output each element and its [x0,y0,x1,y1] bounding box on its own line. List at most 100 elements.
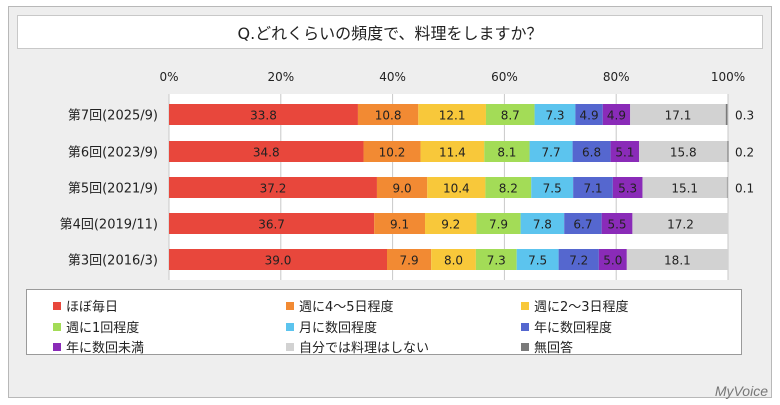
data-label: 9.1 [390,218,409,232]
bar-segment [484,141,530,162]
x-tick-label: 60% [491,70,518,84]
legend-label: ほぼ毎日 [66,300,119,315]
bar-segment [598,249,627,270]
legend-label: 無回答 [534,341,574,356]
bar-segment [485,177,532,198]
legend-label: 週に1回程度 [66,321,140,336]
data-label: 7.5 [543,182,562,196]
bar-segment [610,141,640,162]
bar-segment [626,249,728,270]
x-tick-label: 0% [159,70,178,84]
bar-segment [357,104,419,125]
legend-label: 年に数回程度 [534,321,613,336]
data-label: 6.7 [573,218,592,232]
data-label: 10.4 [443,182,470,196]
legend-label: 週に2～3日程度 [534,300,629,315]
bar-segment [374,213,426,234]
legend-label: 月に数回程度 [299,321,378,336]
bar-segment [476,213,521,234]
data-label: 15.8 [670,146,697,160]
data-label: 7.9 [400,254,419,268]
data-label: 34.8 [253,146,280,160]
data-label: 7.5 [528,254,547,268]
data-label: 8.7 [501,109,520,123]
bar-segment [376,177,428,198]
bar-segment [572,141,611,162]
legend-item: 週に2～3日程度 [521,296,629,315]
legend-swatch [521,342,529,351]
data-label: 6.8 [582,146,601,160]
legend-item: 自分では料理はしない [286,337,429,356]
legend-swatch [286,322,294,331]
data-label: 5.0 [603,254,622,268]
data-label: 7.3 [545,109,564,123]
bar-segment [558,249,599,270]
data-label: 10.2 [379,146,406,160]
legend-swatch [286,342,294,351]
legend-swatch [53,322,61,331]
x-tick-label: 20% [267,70,294,84]
category-label: 第7回(2025/9) [68,109,158,124]
bar-segment [725,104,728,125]
data-label: 7.9 [489,218,508,232]
data-label: 7.8 [533,218,552,232]
bar-segment [639,141,728,162]
data-label: 9.0 [393,182,412,196]
data-label: 0.2 [735,146,754,160]
bar-segment [169,104,358,125]
legend-label: 年に数回未満 [66,341,145,356]
bar-segment [575,104,603,125]
bar-segment [169,177,377,198]
bar-segment [485,104,535,125]
bar-segment [630,104,726,125]
bar-segment [727,141,729,162]
data-label: 33.8 [250,109,277,123]
data-label: 11.4 [439,146,466,160]
bar-segment [475,249,517,270]
bar-segment [601,213,633,234]
bar-segment [564,213,602,234]
category-label: 第4回(2019/11) [60,218,158,233]
data-label: 18.1 [664,254,691,268]
data-label: 7.1 [583,182,602,196]
data-label: 17.1 [665,109,692,123]
data-label: 7.2 [569,254,588,268]
bar-segment [531,177,574,198]
bar-segment [427,177,486,198]
data-label: 37.2 [260,182,287,196]
x-tick-label: 80% [603,70,630,84]
bar-segment [431,249,476,270]
data-label: 17.2 [667,218,694,232]
legend-label: 週に4～5日程度 [299,300,394,315]
data-label: 10.8 [375,109,402,123]
legend-swatch [53,342,61,351]
bar-segment [516,249,559,270]
data-label: 39.0 [265,254,292,268]
bar-segment [529,141,573,162]
chart-title: Q.どれくらいの頻度で、料理をしますか？ [17,15,763,49]
legend-item: 週に4～5日程度 [286,296,394,315]
bar-segment [418,104,486,125]
data-label: 12.1 [439,109,466,123]
brand-logo: MyVoice [714,383,768,399]
bar-segment [612,177,643,198]
data-label: 8.2 [499,182,518,196]
data-label: 0.3 [735,109,754,123]
x-tick-label: 40% [379,70,406,84]
data-label: 5.3 [618,182,637,196]
chart-legend: ほぼ毎日 週に4～5日程度 週に2～3日程度週に1回程度 月に数回程度 年に数回程度年に… [26,289,742,356]
legend-swatch [521,322,529,331]
data-label: 9.2 [441,218,460,232]
data-label: 4.9 [607,109,626,123]
data-label: 0.1 [735,182,754,196]
legend-item: 週に1回程度 [53,317,139,336]
legend-swatch [53,301,61,310]
legend-item: 年に数回未満 [53,337,144,356]
category-label: 第6回(2023/9) [68,146,158,161]
data-label: 7.3 [487,254,506,268]
data-label: 8.1 [497,146,516,160]
legend-item: 月に数回程度 [286,317,377,336]
bar-segment [363,141,421,162]
bar-segment [632,213,729,234]
bar-segment [387,249,432,270]
